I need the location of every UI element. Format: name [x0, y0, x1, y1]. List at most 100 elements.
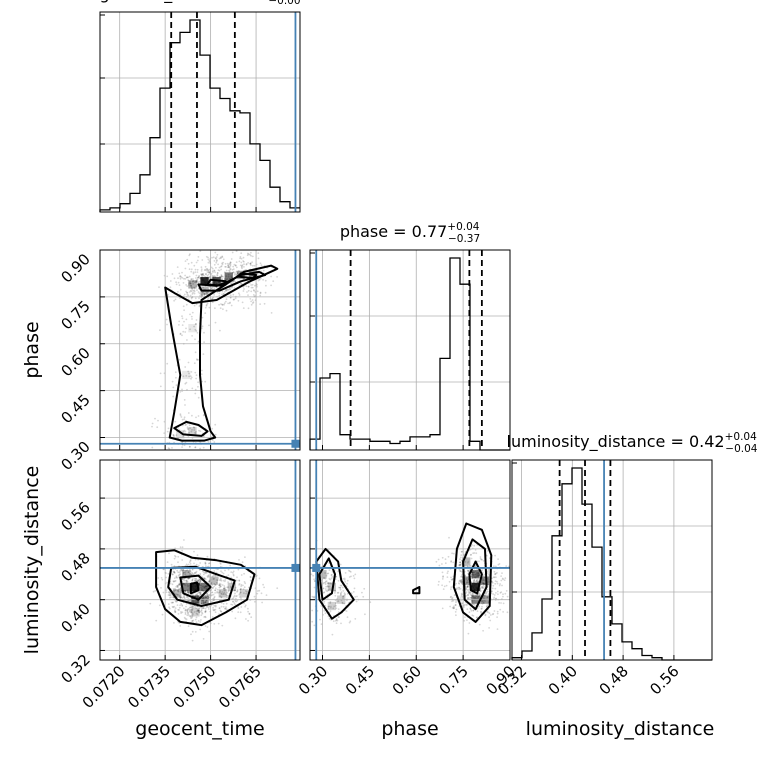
sample-point	[257, 252, 260, 255]
sample-point	[183, 597, 186, 600]
sample-point	[180, 276, 183, 278]
sample-point	[487, 570, 489, 573]
sample-point	[353, 587, 356, 590]
sample-point	[159, 372, 162, 375]
sample-point	[155, 619, 158, 622]
sample-point	[220, 265, 222, 268]
sample-point	[450, 561, 452, 563]
panel-frame-luminosity_distance_vs_phase	[309, 459, 511, 661]
sample-point	[205, 601, 207, 603]
sample-point	[452, 561, 455, 564]
sample-point	[173, 580, 176, 582]
density-cell-luminosity_distance_vs_phase-1	[471, 570, 480, 579]
sample-point	[169, 582, 172, 585]
sample-point	[235, 579, 238, 582]
sample-point	[184, 589, 187, 592]
panel-frame-luminosity_distance_vs_geocent_time	[99, 459, 301, 661]
sample-point	[338, 616, 340, 618]
sample-point	[168, 606, 171, 609]
sample-point	[187, 571, 190, 573]
sample-point	[468, 596, 471, 599]
sample-point	[478, 574, 481, 577]
sample-point	[200, 593, 202, 596]
sample-point	[156, 426, 159, 429]
sample-point	[219, 578, 222, 581]
sample-point	[173, 565, 176, 568]
sample-point	[475, 579, 478, 582]
sample-point	[201, 316, 204, 319]
sample-point	[204, 615, 207, 618]
sample-point	[240, 606, 243, 608]
sample-point	[342, 595, 345, 598]
sample-point	[198, 280, 201, 283]
sample-point	[186, 591, 189, 593]
sample-point	[184, 382, 187, 385]
sample-point	[201, 259, 204, 261]
sample-point	[347, 569, 350, 572]
sample-point	[187, 597, 190, 599]
sample-point	[199, 628, 202, 631]
sample-point	[225, 289, 228, 292]
sample-point	[459, 570, 462, 572]
sample-point	[438, 564, 441, 567]
sample-point	[477, 581, 479, 584]
density-cell-luminosity_distance_vs_geocent_time-8	[218, 589, 227, 598]
sample-point	[232, 271, 235, 274]
sample-point	[194, 558, 197, 561]
sample-point	[485, 554, 488, 557]
sample-point	[205, 596, 208, 599]
sample-point	[229, 261, 232, 264]
sample-point	[187, 262, 190, 265]
density-cell-luminosity_distance_vs_geocent_time-2	[200, 582, 209, 592]
sample-point	[174, 420, 177, 423]
sample-point	[196, 359, 199, 361]
sample-point	[455, 601, 457, 604]
sample-point	[181, 446, 184, 448]
density-cell-luminosity_distance_vs_geocent_time-7	[173, 589, 182, 598]
sample-point	[486, 605, 488, 608]
sample-point	[458, 588, 460, 591]
sample-point	[343, 602, 346, 605]
sample-point	[193, 304, 196, 307]
sample-point	[324, 572, 326, 574]
sample-point	[213, 609, 215, 612]
sample-point	[241, 267, 243, 270]
sample-point	[466, 581, 469, 584]
sample-point	[208, 580, 211, 583]
sample-point	[467, 594, 470, 597]
sample-point	[233, 263, 236, 266]
sample-point	[166, 362, 169, 365]
sample-point	[184, 260, 187, 262]
sample-point	[195, 416, 197, 419]
sample-point	[243, 592, 245, 594]
sample-point	[199, 588, 202, 591]
sample-point	[190, 285, 193, 288]
sample-point	[179, 275, 182, 277]
sample-point	[346, 592, 349, 595]
sample-point	[208, 259, 211, 262]
sample-point	[202, 586, 204, 588]
sample-point	[475, 580, 478, 583]
sample-point	[194, 432, 197, 435]
sample-point	[194, 579, 197, 582]
sample-point	[350, 592, 353, 595]
sample-point	[333, 589, 336, 592]
sample-point	[163, 432, 166, 434]
ytick-label-phase-3: 0.75	[57, 297, 93, 333]
sample-point	[219, 329, 221, 332]
sample-point	[178, 583, 181, 586]
sample-point	[188, 615, 191, 617]
sample-point	[160, 577, 163, 579]
sample-point	[191, 605, 194, 608]
hist-frame-phase	[309, 249, 511, 451]
sample-point	[198, 429, 200, 432]
sample-point	[237, 607, 240, 610]
sample-point	[234, 597, 237, 600]
sample-point	[460, 550, 463, 553]
sample-point	[234, 599, 237, 602]
sample-point	[194, 351, 197, 354]
contour-luminosity_distance_vs_geocent_time-3	[189, 581, 200, 595]
sample-point	[208, 575, 211, 578]
sample-point	[194, 338, 196, 341]
sample-point	[229, 262, 232, 265]
